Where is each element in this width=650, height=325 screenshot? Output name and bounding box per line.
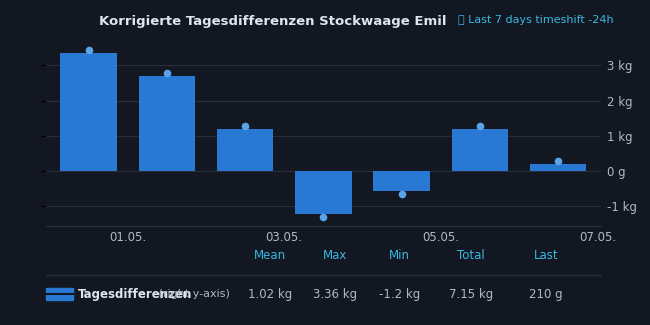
Bar: [295, 171, 352, 214]
Text: (right y-axis): (right y-axis): [155, 289, 229, 299]
Bar: [217, 129, 273, 171]
Bar: [374, 171, 430, 190]
Text: Min: Min: [389, 249, 410, 262]
Text: 1.02 kg: 1.02 kg: [248, 288, 292, 301]
Text: ⏱ Last 7 days timeshift -24h: ⏱ Last 7 days timeshift -24h: [458, 15, 614, 25]
Text: 3.36 kg: 3.36 kg: [313, 288, 357, 301]
Text: -1.2 kg: -1.2 kg: [379, 288, 421, 301]
Text: 210 g: 210 g: [529, 288, 563, 301]
Bar: [452, 129, 508, 171]
Text: Korrigierte Tagesdifferenzen Stockwaage Emil: Korrigierte Tagesdifferenzen Stockwaage …: [99, 15, 447, 28]
Bar: [530, 164, 586, 171]
Text: Total: Total: [458, 249, 485, 262]
Bar: [60, 53, 117, 171]
Bar: [138, 76, 195, 171]
Text: 7.15 kg: 7.15 kg: [449, 288, 493, 301]
Text: Max: Max: [322, 249, 347, 262]
Text: Mean: Mean: [254, 249, 286, 262]
Text: Tagesdifferenzen: Tagesdifferenzen: [78, 288, 192, 301]
Text: Last: Last: [534, 249, 558, 262]
